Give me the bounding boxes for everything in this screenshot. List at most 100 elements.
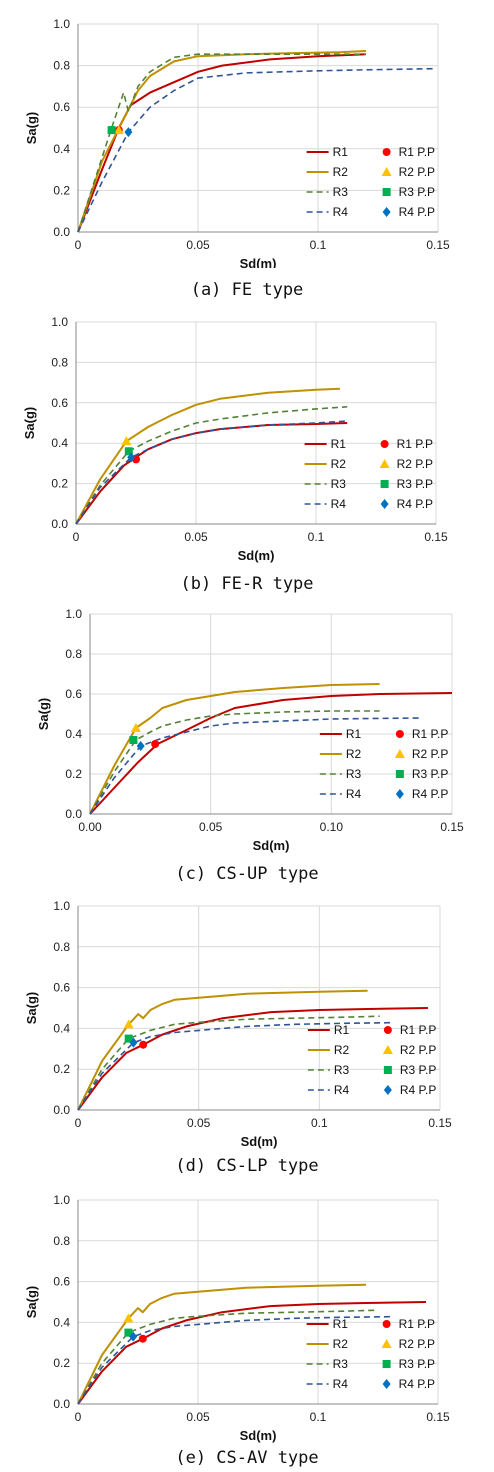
performance-point-r4 bbox=[136, 741, 145, 751]
y-tick-label: 0.4 bbox=[53, 1315, 70, 1329]
y-tick-label: 1.0 bbox=[53, 899, 70, 913]
y-tick-label: 0.4 bbox=[51, 436, 68, 450]
legend-marker-r3-pp bbox=[383, 1066, 392, 1074]
legend-marker-r2-pp bbox=[394, 749, 405, 758]
y-axis-label: Sa(g) bbox=[24, 1286, 39, 1319]
x-tick-label: 0.05 bbox=[184, 530, 208, 544]
legend-label-r4: R4 bbox=[346, 787, 362, 801]
chart-c-svg: 0.0 0.2 0.4 0.6 0.8 1.0 0.00 0.05 0.10 0.15 Sd(m) S… bbox=[36, 607, 464, 853]
performance-point-r2 bbox=[130, 723, 141, 732]
performance-point-r3 bbox=[124, 1328, 133, 1337]
y-tick-label: 0.0 bbox=[51, 517, 68, 531]
series-line-r2 bbox=[75, 387, 341, 525]
y-tick-label: 0.6 bbox=[53, 1275, 70, 1289]
legend-label-r1: R1 bbox=[333, 145, 349, 159]
series-line-r1 bbox=[89, 692, 453, 815]
legend-marker-r3-pp bbox=[382, 188, 391, 196]
performance-point-r2 bbox=[121, 436, 132, 446]
y-tick-label: 0.8 bbox=[51, 355, 68, 369]
legend-label-r3: R3 bbox=[333, 1357, 349, 1371]
series-line-r2 bbox=[77, 989, 368, 1111]
series-line-r3 bbox=[77, 1015, 380, 1111]
legend-label-r2-pp: R2 P.P bbox=[397, 457, 433, 471]
series-line-r4 bbox=[77, 67, 434, 233]
y-axis-label: Sa(g) bbox=[22, 407, 37, 440]
x-tick-label: 0 bbox=[75, 1410, 82, 1424]
chart-b-caption: (b) FE-R type bbox=[180, 574, 314, 594]
chart-panel-d: 0.0 0.2 0.4 0.6 0.8 1.0 0 0.05 0.1 0.15 Sd(m) Sa(g)… bbox=[0, 884, 494, 1178]
series-line-r1 bbox=[75, 422, 348, 525]
x-tick-label: 0 bbox=[75, 238, 82, 252]
x-tick-label: 0.15 bbox=[426, 238, 450, 252]
series-line-r4 bbox=[75, 420, 348, 525]
y-tick-label: 0.8 bbox=[65, 647, 82, 661]
y-axis-label: Sa(g) bbox=[24, 112, 39, 145]
x-tick-label: 0.00 bbox=[78, 820, 102, 834]
y-tick-label: 0.0 bbox=[65, 807, 82, 821]
series-line-r2 bbox=[77, 50, 367, 233]
performance-point-r3 bbox=[124, 447, 133, 456]
series-line-r4 bbox=[77, 1021, 392, 1111]
legend-label-r3: R3 bbox=[333, 185, 349, 199]
y-tick-label: 0.8 bbox=[53, 1234, 70, 1248]
legend-label-r3-pp: R3 P.P bbox=[399, 185, 435, 199]
y-tick-label: 0.0 bbox=[53, 1397, 70, 1411]
legend-label-r2: R2 bbox=[333, 165, 349, 179]
legend-label-r3-pp: R3 P.P bbox=[400, 1063, 436, 1077]
y-tick-label: 0.8 bbox=[53, 940, 70, 954]
legend-marker-r1-pp bbox=[383, 1026, 392, 1034]
legend-label-r4: R4 bbox=[331, 497, 347, 511]
y-axis-label: Sa(g) bbox=[24, 992, 39, 1025]
legend-label-r1: R1 bbox=[346, 727, 362, 741]
legend-label-r2-pp: R2 P.P bbox=[399, 1337, 435, 1351]
y-tick-label: 0.4 bbox=[53, 1021, 70, 1035]
legend-label-r1-pp: R1 P.P bbox=[397, 437, 433, 451]
chart-d-caption: (d) CS-LP type bbox=[175, 1156, 319, 1176]
x-tick-label: 0.15 bbox=[428, 1116, 452, 1130]
series-line-r1 bbox=[77, 1301, 427, 1405]
x-tick-label: 0.15 bbox=[440, 820, 464, 834]
chart-panel-b: 0.0 0.2 0.4 0.6 0.8 1.0 0 0.05 0.1 0.15 Sd(m) Sa(g)… bbox=[0, 300, 494, 594]
y-tick-label: 1.0 bbox=[51, 315, 68, 329]
x-axis-label: Sd(m) bbox=[240, 1428, 277, 1443]
legend-marker-r3-pp bbox=[382, 1360, 391, 1368]
y-tick-label: 0.2 bbox=[51, 477, 68, 491]
legend-label-r4: R4 bbox=[333, 1377, 349, 1391]
y-tick-label: 0.8 bbox=[53, 59, 70, 73]
y-axis-label: Sa(g) bbox=[36, 698, 51, 731]
y-tick-label: 1.0 bbox=[53, 17, 70, 31]
x-tick-label: 0 bbox=[75, 1116, 82, 1130]
x-tick-label: 0.05 bbox=[187, 1116, 211, 1130]
x-tick-label: 0.05 bbox=[199, 820, 223, 834]
x-tick-label: 0.10 bbox=[320, 820, 344, 834]
legend-label-r4: R4 bbox=[334, 1083, 350, 1097]
legend-marker-r4-pp bbox=[380, 499, 389, 509]
series-line-r2 bbox=[77, 1283, 367, 1405]
series-line-r2 bbox=[89, 683, 380, 815]
legend-marker-r3-pp bbox=[395, 770, 404, 778]
x-tick-label: 0.05 bbox=[186, 238, 210, 252]
legend-label-r3: R3 bbox=[346, 767, 362, 781]
series-line-r4 bbox=[77, 1315, 391, 1405]
series-line-r3 bbox=[75, 406, 348, 525]
x-axis-label: Sd(m) bbox=[253, 838, 290, 853]
legend-marker-r2-pp bbox=[379, 459, 390, 468]
legend-label-r2: R2 bbox=[333, 1337, 349, 1351]
legend-label-r3: R3 bbox=[331, 477, 347, 491]
y-tick-label: 0.6 bbox=[51, 396, 68, 410]
performance-point-r4 bbox=[129, 1037, 138, 1048]
legend-label-r2-pp: R2 P.P bbox=[399, 165, 435, 179]
legend-label-r2-pp: R2 P.P bbox=[412, 747, 448, 761]
performance-point-r3 bbox=[129, 736, 138, 744]
legend-label-r1: R1 bbox=[333, 1317, 349, 1331]
legend-label-r3-pp: R3 P.P bbox=[399, 1357, 435, 1371]
legend-marker-r2-pp bbox=[381, 167, 392, 176]
legend-marker-r1-pp bbox=[380, 440, 389, 448]
legend-label-r4-pp: R4 P.P bbox=[412, 787, 448, 801]
series-line-r4 bbox=[89, 717, 421, 815]
chart-e-caption: (e) CS-AV type bbox=[175, 1448, 319, 1468]
legend-label-r4: R4 bbox=[333, 205, 349, 219]
performance-point-r4 bbox=[124, 127, 133, 138]
legend-label-r1: R1 bbox=[334, 1023, 350, 1037]
performance-point-r3 bbox=[124, 1034, 133, 1043]
